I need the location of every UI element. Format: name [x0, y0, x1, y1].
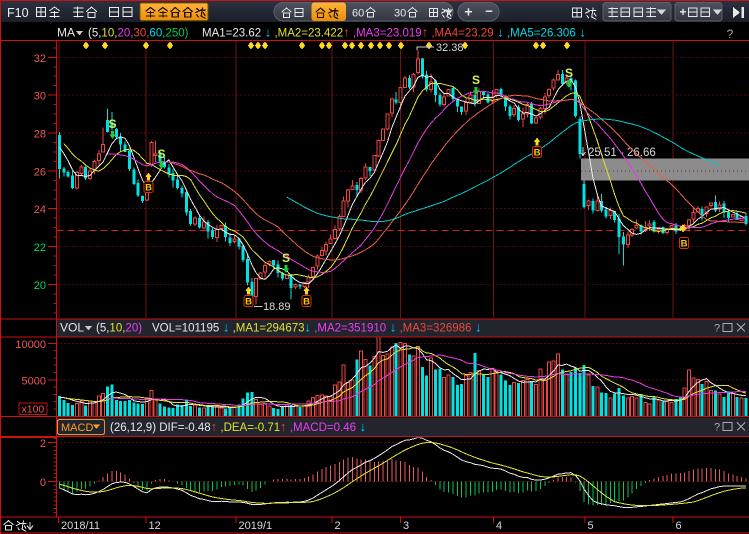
svg-text:+: +: [679, 5, 686, 19]
svg-text:10000: 10000: [15, 339, 46, 351]
svg-text:S: S: [282, 251, 290, 265]
svg-text:−: −: [485, 4, 493, 19]
svg-text:20: 20: [34, 280, 46, 292]
svg-text:MACD: MACD: [61, 422, 93, 434]
svg-text:12: 12: [149, 520, 161, 532]
svg-text:2018/11: 2018/11: [61, 520, 100, 532]
svg-text:VOL=101195 ↓ ,MA1=294673↓ ,MA2: VOL=101195 ↓ ,MA1=294673↓ ,MA2=351910 ↓ …: [152, 320, 482, 335]
svg-text:MA: MA: [57, 26, 75, 40]
svg-text:S: S: [108, 117, 116, 131]
svg-text:?: ?: [714, 422, 720, 434]
svg-text:5: 5: [588, 520, 594, 532]
svg-text:26: 26: [34, 166, 46, 178]
svg-text:S: S: [157, 147, 165, 161]
svg-text:30: 30: [394, 8, 406, 20]
svg-text:4: 4: [496, 520, 502, 532]
svg-text:6: 6: [676, 520, 682, 532]
svg-text:0: 0: [40, 477, 46, 489]
svg-text:S: S: [472, 73, 480, 87]
svg-text:S: S: [565, 66, 573, 80]
svg-text:2: 2: [335, 520, 341, 532]
svg-text:B: B: [145, 183, 152, 194]
svg-text:(26,12,9) DIF=-0.48↑ ,DEA=-0.: (26,12,9) DIF=-0.48↑ ,DEA=-0.71↑ ,MACD=0…: [110, 419, 366, 434]
svg-text:+: +: [464, 4, 472, 20]
svg-text:60: 60: [352, 8, 364, 20]
svg-text:B: B: [681, 239, 688, 250]
svg-text:MA1=23.62 ↓ ,MA2=23.422↑ ,MA3=: MA1=23.62 ↓ ,MA2=23.422↑ ,MA3=23.019↑ ,M…: [202, 25, 586, 40]
svg-text:30: 30: [34, 91, 46, 103]
svg-text:?: ?: [714, 323, 720, 335]
svg-text:32: 32: [34, 53, 46, 65]
svg-text:B: B: [534, 148, 541, 159]
svg-text:(5,10,20,30,60,250): (5,10,20,30,60,250): [88, 28, 189, 40]
svg-text:F10: F10: [7, 6, 29, 20]
svg-text:B: B: [245, 297, 252, 308]
svg-text:VOL: VOL: [60, 321, 84, 335]
svg-text:28: 28: [34, 129, 46, 141]
svg-text:(5,10,20): (5,10,20): [96, 323, 142, 335]
svg-text:18.89: 18.89: [263, 301, 291, 313]
svg-text:3: 3: [403, 520, 409, 532]
svg-text:24: 24: [34, 204, 46, 216]
svg-text:x100: x100: [22, 404, 45, 416]
svg-text:2019/1: 2019/1: [239, 520, 273, 532]
svg-text:5000: 5000: [22, 375, 46, 387]
svg-text:22: 22: [34, 242, 46, 254]
svg-text:32.38: 32.38: [436, 42, 464, 54]
svg-text:?: ?: [727, 27, 734, 41]
svg-text:2: 2: [40, 438, 46, 450]
svg-text:B: B: [303, 297, 310, 308]
